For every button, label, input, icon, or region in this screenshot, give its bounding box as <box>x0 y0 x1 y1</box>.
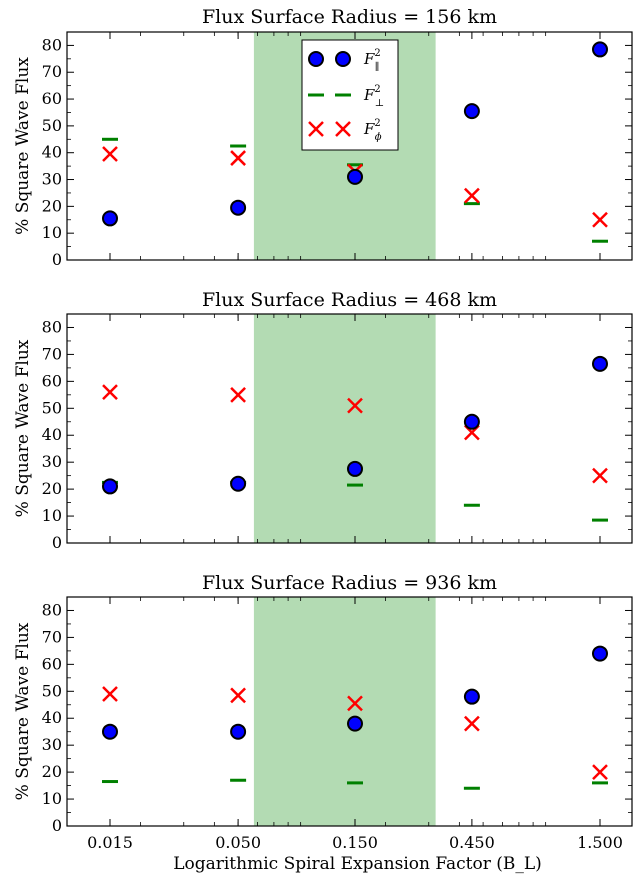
y-tick-label: 80 <box>42 600 62 619</box>
y-tick-label: 0 <box>52 250 62 269</box>
data-point-circle <box>592 355 608 372</box>
x-tick-label: 0.015 <box>87 833 133 852</box>
y-axis-label: % Square Wave Flux <box>13 339 33 517</box>
x-tick-label: 1.500 <box>577 833 623 852</box>
y-tick-label: 20 <box>42 196 62 215</box>
data-point-circle <box>347 460 363 477</box>
panel-title: Flux Surface Radius = 156 km <box>202 6 497 28</box>
y-tick-label: 40 <box>42 143 62 162</box>
panel-title: Flux Surface Radius = 468 km <box>202 289 497 311</box>
data-point-circle <box>592 645 608 662</box>
data-point-x <box>230 687 246 704</box>
x-tick-label: 0.450 <box>449 833 495 852</box>
y-tick-label: 30 <box>42 170 62 189</box>
legend-label: F2 ∥ <box>363 48 381 73</box>
legend: F2 ∥ F2 ⊥ F2 ϕ <box>301 39 399 151</box>
data-point-x <box>230 386 246 403</box>
panel-1: Flux Surface Radius = 156 km 0 10 20 30 40 50 6… <box>13 6 633 269</box>
y-tick-label: 30 <box>42 452 62 471</box>
legend-marker-circle <box>335 51 351 67</box>
legend-marker-x <box>308 121 324 137</box>
y-tick-label: 0 <box>52 533 62 552</box>
y-tick-label: 50 <box>42 398 62 417</box>
plot-frame <box>66 31 633 261</box>
y-tick-label: 20 <box>42 479 62 498</box>
legend-marker-x <box>335 121 351 137</box>
data-point-circle <box>347 715 363 732</box>
panel-3: Flux Surface Radius = 936 km 0 10 20 30 40 50 6… <box>13 572 633 874</box>
data-point-circle <box>230 723 247 740</box>
data-point-x <box>102 384 118 401</box>
data-point-x <box>102 686 118 702</box>
y-tick-label: 70 <box>42 62 62 81</box>
legend-label: F2 ⊥ <box>363 84 384 109</box>
shaded-band <box>253 314 436 543</box>
data-point-x <box>230 150 246 166</box>
data-point-circle <box>347 168 363 185</box>
data-point-circle <box>102 210 118 227</box>
data-point-circle <box>463 103 480 120</box>
x-tick-label: 0.150 <box>332 833 378 852</box>
y-tick-label: 0 <box>52 816 62 835</box>
y-tick-label: 80 <box>42 317 62 336</box>
data-point-x <box>102 146 118 162</box>
y-tick-label: 80 <box>42 35 62 54</box>
y-axis-label: % Square Wave Flux <box>13 57 33 235</box>
data-point-circle <box>463 688 480 705</box>
data-point-x <box>592 211 608 228</box>
shaded-band <box>253 597 436 826</box>
legend-label: F2 ϕ <box>363 118 382 143</box>
data-point-x <box>464 187 480 204</box>
data-point-x <box>347 695 363 712</box>
data-point-circle <box>592 41 608 58</box>
data-point-x <box>592 764 608 781</box>
data-point-circle <box>102 478 118 495</box>
y-tick-label: 50 <box>42 681 62 700</box>
y-tick-label: 70 <box>42 627 62 646</box>
panel-title: Flux Surface Radius = 936 km <box>202 572 497 594</box>
data-point-circle <box>463 413 480 430</box>
panel-2: Flux Surface Radius = 468 km 0 10 20 30 40 50 6… <box>13 289 633 552</box>
y-axis-label: % Square Wave Flux <box>13 622 33 800</box>
y-tick-label: 40 <box>42 708 62 727</box>
data-point-circle <box>230 475 247 492</box>
y-tick-label: 10 <box>42 506 62 525</box>
data-point-x <box>347 397 363 414</box>
y-tick-label: 20 <box>42 762 62 781</box>
y-tick-label: 60 <box>42 654 62 673</box>
plot-frame <box>66 596 633 827</box>
y-tick-label: 40 <box>42 425 62 444</box>
x-axis-label: Logarithmic Spiral Expansion Factor (B_L… <box>173 854 542 874</box>
plot-frame <box>66 313 633 544</box>
x-tick-label: 0.050 <box>215 833 261 852</box>
y-tick-label: 60 <box>42 89 62 108</box>
y-tick-label: 10 <box>42 789 62 808</box>
y-tick-label: 30 <box>42 735 62 754</box>
legend-marker-circle <box>308 51 324 67</box>
y-tick-label: 50 <box>42 116 62 135</box>
data-point-circle <box>102 723 118 740</box>
data-point-x <box>592 467 608 484</box>
data-point-x <box>464 715 480 732</box>
y-tick-label: 60 <box>42 371 62 390</box>
y-tick-label: 70 <box>42 344 62 363</box>
y-tick-label: 10 <box>42 223 62 242</box>
data-point-circle <box>230 199 247 216</box>
